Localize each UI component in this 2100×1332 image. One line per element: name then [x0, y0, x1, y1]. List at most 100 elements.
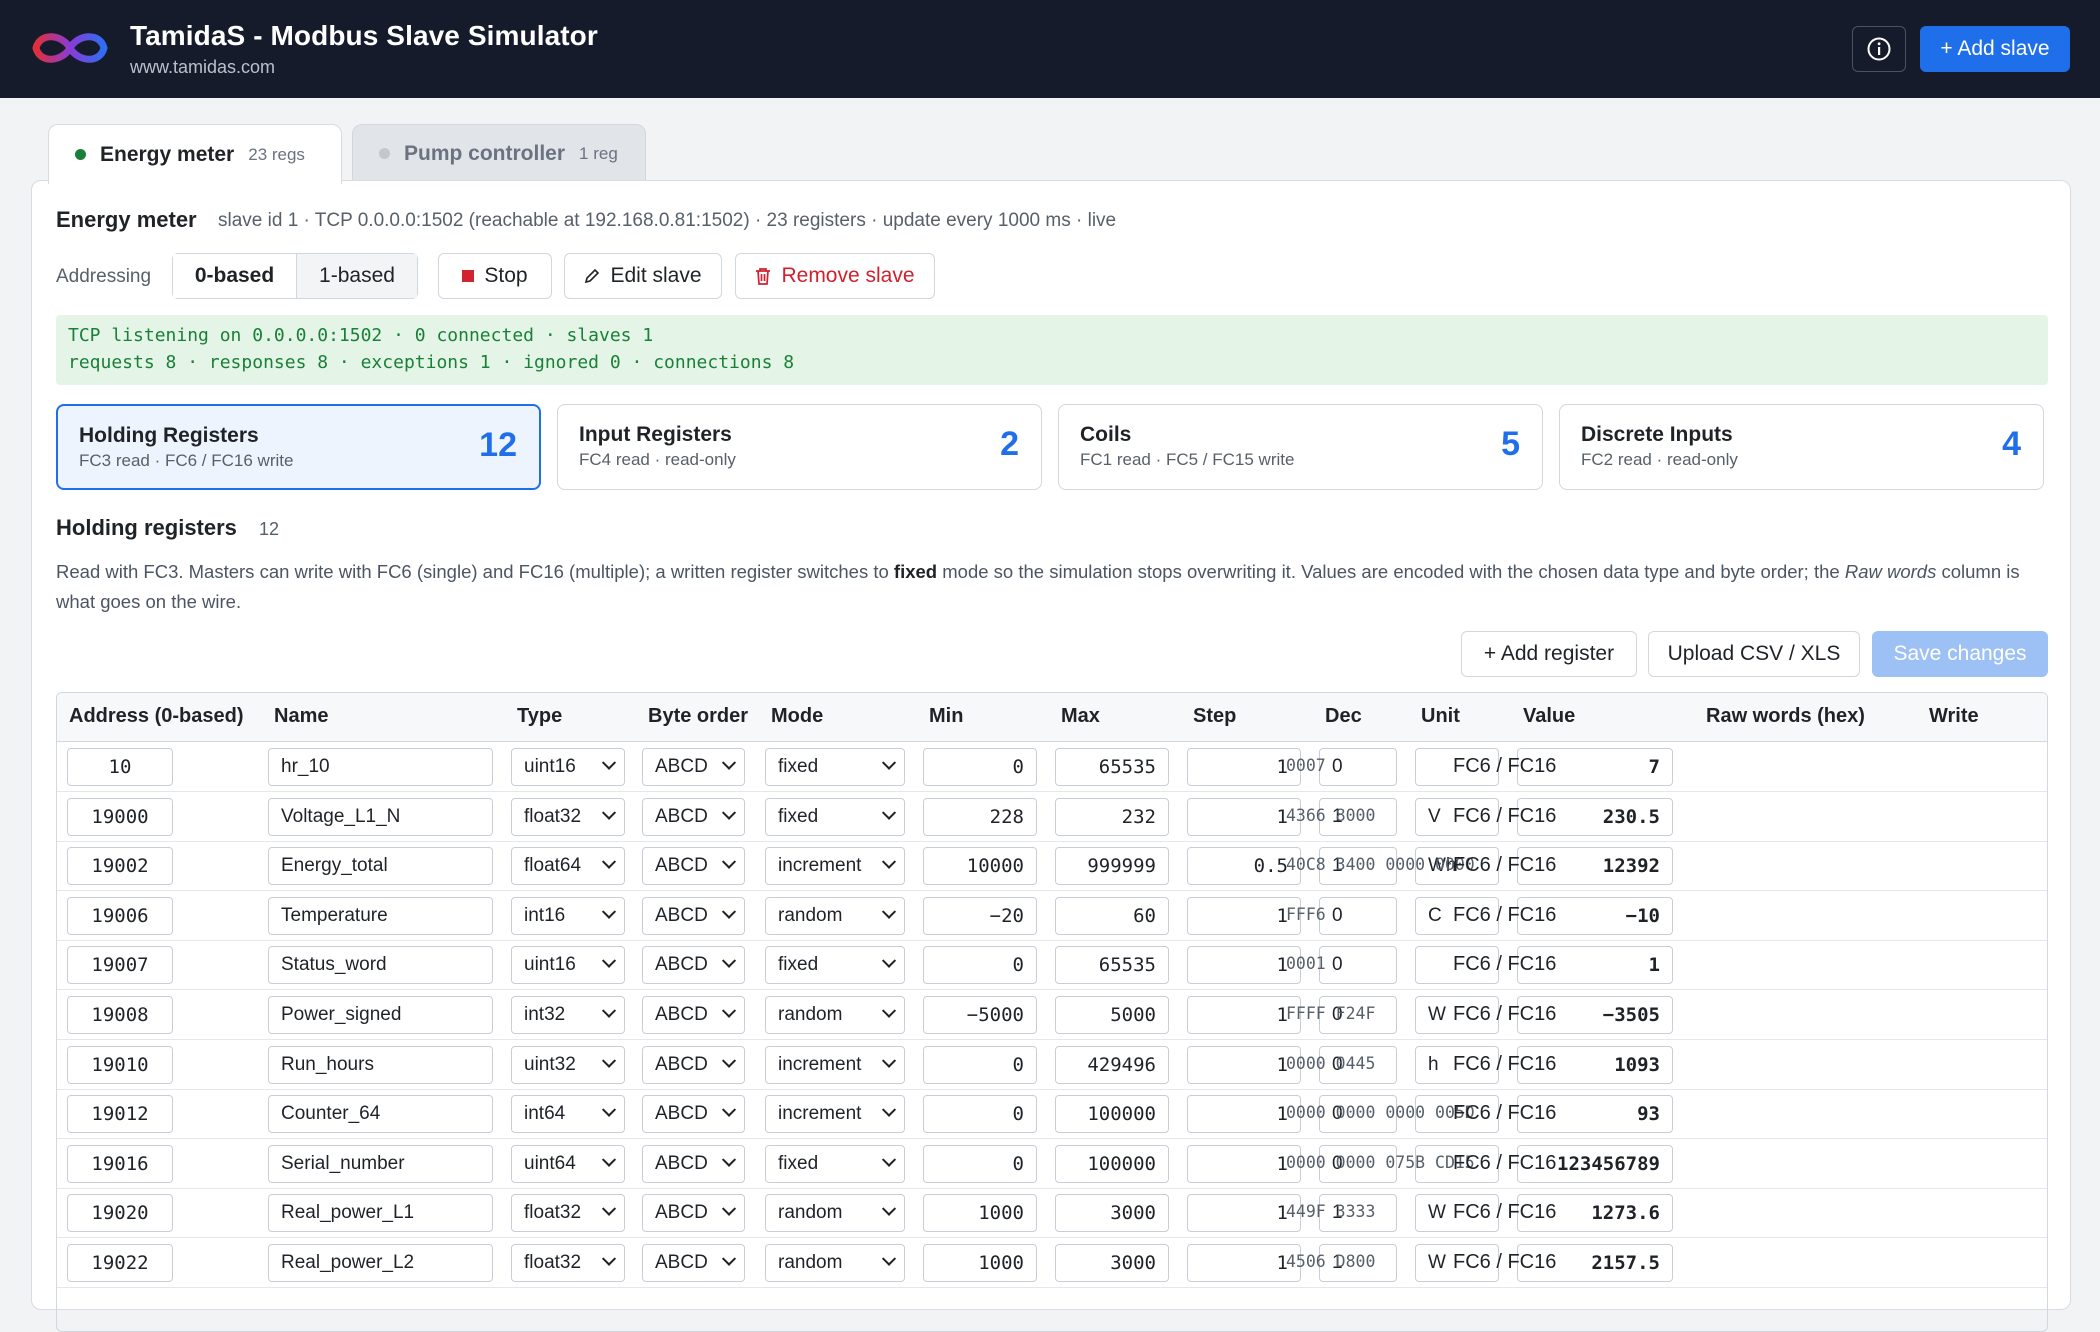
- max-input[interactable]: 429496: [1055, 1045, 1169, 1084]
- mode-select[interactable]: increment: [765, 1045, 905, 1084]
- address-input[interactable]: 19006: [67, 896, 173, 935]
- dec-input[interactable]: 1: [1319, 797, 1397, 836]
- type-select[interactable]: uint16: [511, 748, 625, 786]
- max-input[interactable]: 65535: [1055, 748, 1169, 786]
- dec-input[interactable]: 0: [1319, 946, 1397, 985]
- type-select[interactable]: float32: [511, 1244, 625, 1282]
- mode-select[interactable]: random: [765, 1194, 905, 1233]
- address-input[interactable]: 10: [67, 748, 173, 786]
- min-input[interactable]: 1000: [923, 1244, 1037, 1282]
- byte-order-select[interactable]: ABCD: [642, 1194, 745, 1233]
- min-input[interactable]: 0: [923, 946, 1037, 985]
- max-input[interactable]: 999999: [1055, 847, 1169, 886]
- tab-energy-meter[interactable]: Energy meter 23 regs: [48, 124, 342, 184]
- mode-select[interactable]: increment: [765, 847, 905, 886]
- min-input[interactable]: −20: [923, 896, 1037, 935]
- value-input[interactable]: 2157.5: [1517, 1244, 1673, 1282]
- add-slave-button[interactable]: + Add slave: [1920, 26, 2070, 72]
- type-select[interactable]: uint64: [511, 1144, 625, 1183]
- upload-csv-button[interactable]: Upload CSV / XLS: [1648, 631, 1860, 677]
- max-input[interactable]: 100000: [1055, 1144, 1169, 1183]
- unit-input[interactable]: V: [1415, 797, 1499, 836]
- step-input[interactable]: 1: [1187, 1045, 1301, 1084]
- mode-select[interactable]: fixed: [765, 1144, 905, 1183]
- min-input[interactable]: −5000: [923, 996, 1037, 1034]
- unit-input[interactable]: [1415, 1144, 1499, 1183]
- type-select[interactable]: int16: [511, 896, 625, 935]
- step-input[interactable]: 1: [1187, 1095, 1301, 1134]
- dec-input[interactable]: 1: [1319, 847, 1397, 886]
- step-input[interactable]: 1: [1187, 1244, 1301, 1282]
- type-select[interactable]: float32: [511, 1194, 625, 1233]
- min-input[interactable]: 0: [923, 1095, 1037, 1134]
- type-select[interactable]: uint16: [511, 946, 625, 985]
- step-input[interactable]: 1: [1187, 946, 1301, 985]
- min-input[interactable]: 1000: [923, 1194, 1037, 1233]
- value-input[interactable]: 230.5: [1517, 797, 1673, 836]
- card-input-registers[interactable]: Input Registers FC4 read · read-only 2: [557, 404, 1042, 490]
- name-input[interactable]: Voltage_L1_N: [268, 797, 493, 836]
- address-input[interactable]: 19002: [67, 847, 173, 886]
- address-input[interactable]: 19020: [67, 1194, 173, 1233]
- unit-input[interactable]: [1415, 1095, 1499, 1134]
- mode-select[interactable]: fixed: [765, 946, 905, 985]
- address-input[interactable]: 19008: [67, 996, 173, 1034]
- name-input[interactable]: hr_10: [268, 748, 493, 786]
- type-select[interactable]: int64: [511, 1095, 625, 1134]
- value-input[interactable]: 93: [1517, 1095, 1673, 1134]
- dec-input[interactable]: 0: [1319, 1095, 1397, 1134]
- value-input[interactable]: 1: [1517, 946, 1673, 985]
- dec-input[interactable]: 0: [1319, 748, 1397, 786]
- dec-input[interactable]: 0: [1319, 1045, 1397, 1084]
- name-input[interactable]: Real_power_L1: [268, 1194, 493, 1233]
- card-holding-registers[interactable]: Holding Registers FC3 read · FC6 / FC16 …: [56, 404, 541, 490]
- name-input[interactable]: Status_word: [268, 946, 493, 985]
- mode-select[interactable]: random: [765, 996, 905, 1034]
- value-input[interactable]: 123456789: [1517, 1144, 1673, 1183]
- add-register-button[interactable]: + Add register: [1461, 631, 1637, 677]
- address-input[interactable]: 19016: [67, 1144, 173, 1183]
- name-input[interactable]: Power_signed: [268, 996, 493, 1034]
- edit-slave-button[interactable]: Edit slave: [564, 253, 722, 299]
- max-input[interactable]: 60: [1055, 896, 1169, 935]
- step-input[interactable]: 1: [1187, 896, 1301, 935]
- value-input[interactable]: 12392: [1517, 847, 1673, 886]
- save-changes-button[interactable]: Save changes: [1872, 631, 2048, 677]
- tab-pump-controller[interactable]: Pump controller 1 reg: [352, 124, 646, 182]
- address-input[interactable]: 19007: [67, 946, 173, 985]
- mode-select[interactable]: increment: [765, 1095, 905, 1134]
- dec-input[interactable]: 0: [1319, 896, 1397, 935]
- addressing-1-based[interactable]: 1-based: [297, 254, 417, 298]
- unit-input[interactable]: Wh: [1415, 847, 1499, 886]
- unit-input[interactable]: W: [1415, 1244, 1499, 1282]
- address-input[interactable]: 19010: [67, 1045, 173, 1084]
- mode-select[interactable]: fixed: [765, 748, 905, 786]
- byte-order-select[interactable]: ABCD: [642, 847, 745, 886]
- mode-select[interactable]: random: [765, 1244, 905, 1282]
- byte-order-select[interactable]: ABCD: [642, 946, 745, 985]
- byte-order-select[interactable]: ABCD: [642, 996, 745, 1034]
- name-input[interactable]: Run_hours: [268, 1045, 493, 1084]
- byte-order-select[interactable]: ABCD: [642, 896, 745, 935]
- max-input[interactable]: 3000: [1055, 1194, 1169, 1233]
- type-select[interactable]: int32: [511, 996, 625, 1034]
- byte-order-select[interactable]: ABCD: [642, 1045, 745, 1084]
- min-input[interactable]: 0: [923, 1144, 1037, 1183]
- step-input[interactable]: 1: [1187, 996, 1301, 1034]
- step-input[interactable]: 1: [1187, 1144, 1301, 1183]
- min-input[interactable]: 228: [923, 797, 1037, 836]
- byte-order-select[interactable]: ABCD: [642, 1244, 745, 1282]
- value-input[interactable]: 1273.6: [1517, 1194, 1673, 1233]
- mode-select[interactable]: random: [765, 896, 905, 935]
- mode-select[interactable]: fixed: [765, 797, 905, 836]
- card-discrete-inputs[interactable]: Discrete Inputs FC2 read · read-only 4: [1559, 404, 2044, 490]
- value-input[interactable]: 7: [1517, 748, 1673, 786]
- info-button[interactable]: [1852, 26, 1906, 72]
- step-input[interactable]: 1: [1187, 797, 1301, 836]
- type-select[interactable]: uint32: [511, 1045, 625, 1084]
- address-input[interactable]: 19022: [67, 1244, 173, 1282]
- remove-slave-button[interactable]: Remove slave: [735, 253, 935, 299]
- dec-input[interactable]: 0: [1319, 1144, 1397, 1183]
- dec-input[interactable]: 1: [1319, 1194, 1397, 1233]
- max-input[interactable]: 5000: [1055, 996, 1169, 1034]
